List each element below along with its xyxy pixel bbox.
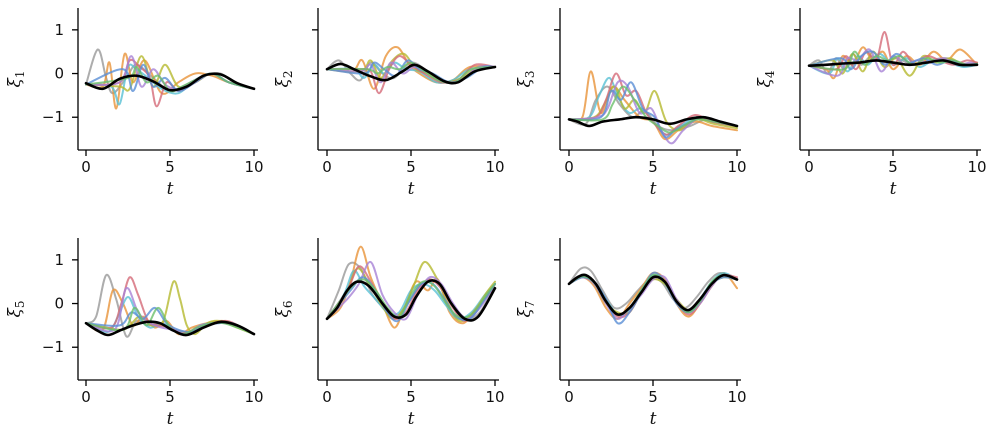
reference-line	[325, 62, 497, 85]
y-axis-label: ξ7	[515, 300, 537, 317]
reference-line	[84, 72, 256, 92]
series-line-8	[568, 85, 738, 134]
x-axis-label: t	[890, 179, 897, 199]
x-tick-label: 5	[406, 388, 416, 406]
subplot-4: 0 5 10 t ξ4	[755, 8, 987, 199]
x-tick-label: 0	[81, 388, 91, 406]
x-tick-label: 10	[244, 388, 263, 406]
x-axis-label: t	[408, 409, 415, 429]
series-line-8	[326, 278, 496, 320]
x-tick-label: 10	[244, 158, 263, 176]
reference-line	[84, 320, 256, 337]
x-tick-label: 0	[322, 158, 332, 176]
y-axis-label: ξ1	[5, 70, 27, 87]
y-tick-label: 1	[54, 21, 64, 39]
x-axis-label: t	[167, 179, 174, 199]
x-tick-label: 5	[406, 158, 416, 176]
y-axis-label: ξ2	[273, 70, 295, 87]
x-tick-label: 5	[648, 388, 658, 406]
series-line-5	[808, 30, 978, 71]
y-axis-label: ξ6	[273, 300, 295, 317]
y-tick-label: 0	[54, 65, 64, 83]
y-tick-label: −1	[42, 108, 64, 126]
series-line-8	[808, 50, 978, 71]
x-tick-label: 10	[485, 388, 504, 406]
x-axis-label: t	[167, 409, 174, 429]
y-tick-label: 1	[54, 251, 64, 269]
reference-line	[807, 59, 979, 67]
x-tick-label: 10	[485, 158, 504, 176]
x-tick-label: 5	[165, 388, 175, 406]
x-tick-label: 5	[888, 158, 898, 176]
x-tick-label: 0	[564, 388, 574, 406]
x-tick-label: 10	[727, 388, 746, 406]
subplot-7: 0 5 10 t ξ7	[515, 238, 747, 429]
y-axis-label: ξ4	[755, 70, 777, 87]
subplot-3: 0 5 10 t ξ3	[515, 8, 747, 199]
subplot-6: 0 5 10 t ξ6	[273, 238, 505, 429]
series-line-8	[326, 61, 496, 84]
x-tick-label: 0	[804, 158, 814, 176]
reference-line	[567, 273, 739, 316]
x-tick-label: 5	[165, 158, 175, 176]
series-line-6	[568, 79, 738, 145]
subplot-2: 0 5 10 t ξ2	[273, 8, 505, 199]
x-tick-label: 10	[727, 158, 746, 176]
x-axis-label: t	[408, 179, 415, 199]
y-axis-label: ξ3	[515, 70, 537, 87]
y-axis-label: ξ5	[5, 300, 27, 317]
x-axis-label: t	[650, 409, 657, 429]
y-tick-label: 0	[54, 295, 64, 313]
x-tick-label: 0	[322, 388, 332, 406]
x-tick-label: 10	[967, 158, 986, 176]
x-tick-label: 0	[81, 158, 91, 176]
y-tick-label: −1	[42, 338, 64, 356]
x-axis-label: t	[650, 179, 657, 199]
x-tick-label: 0	[564, 158, 574, 176]
series-line-3	[326, 61, 496, 84]
x-tick-label: 5	[648, 158, 658, 176]
reference-line	[325, 279, 497, 322]
reference-line	[567, 115, 739, 128]
